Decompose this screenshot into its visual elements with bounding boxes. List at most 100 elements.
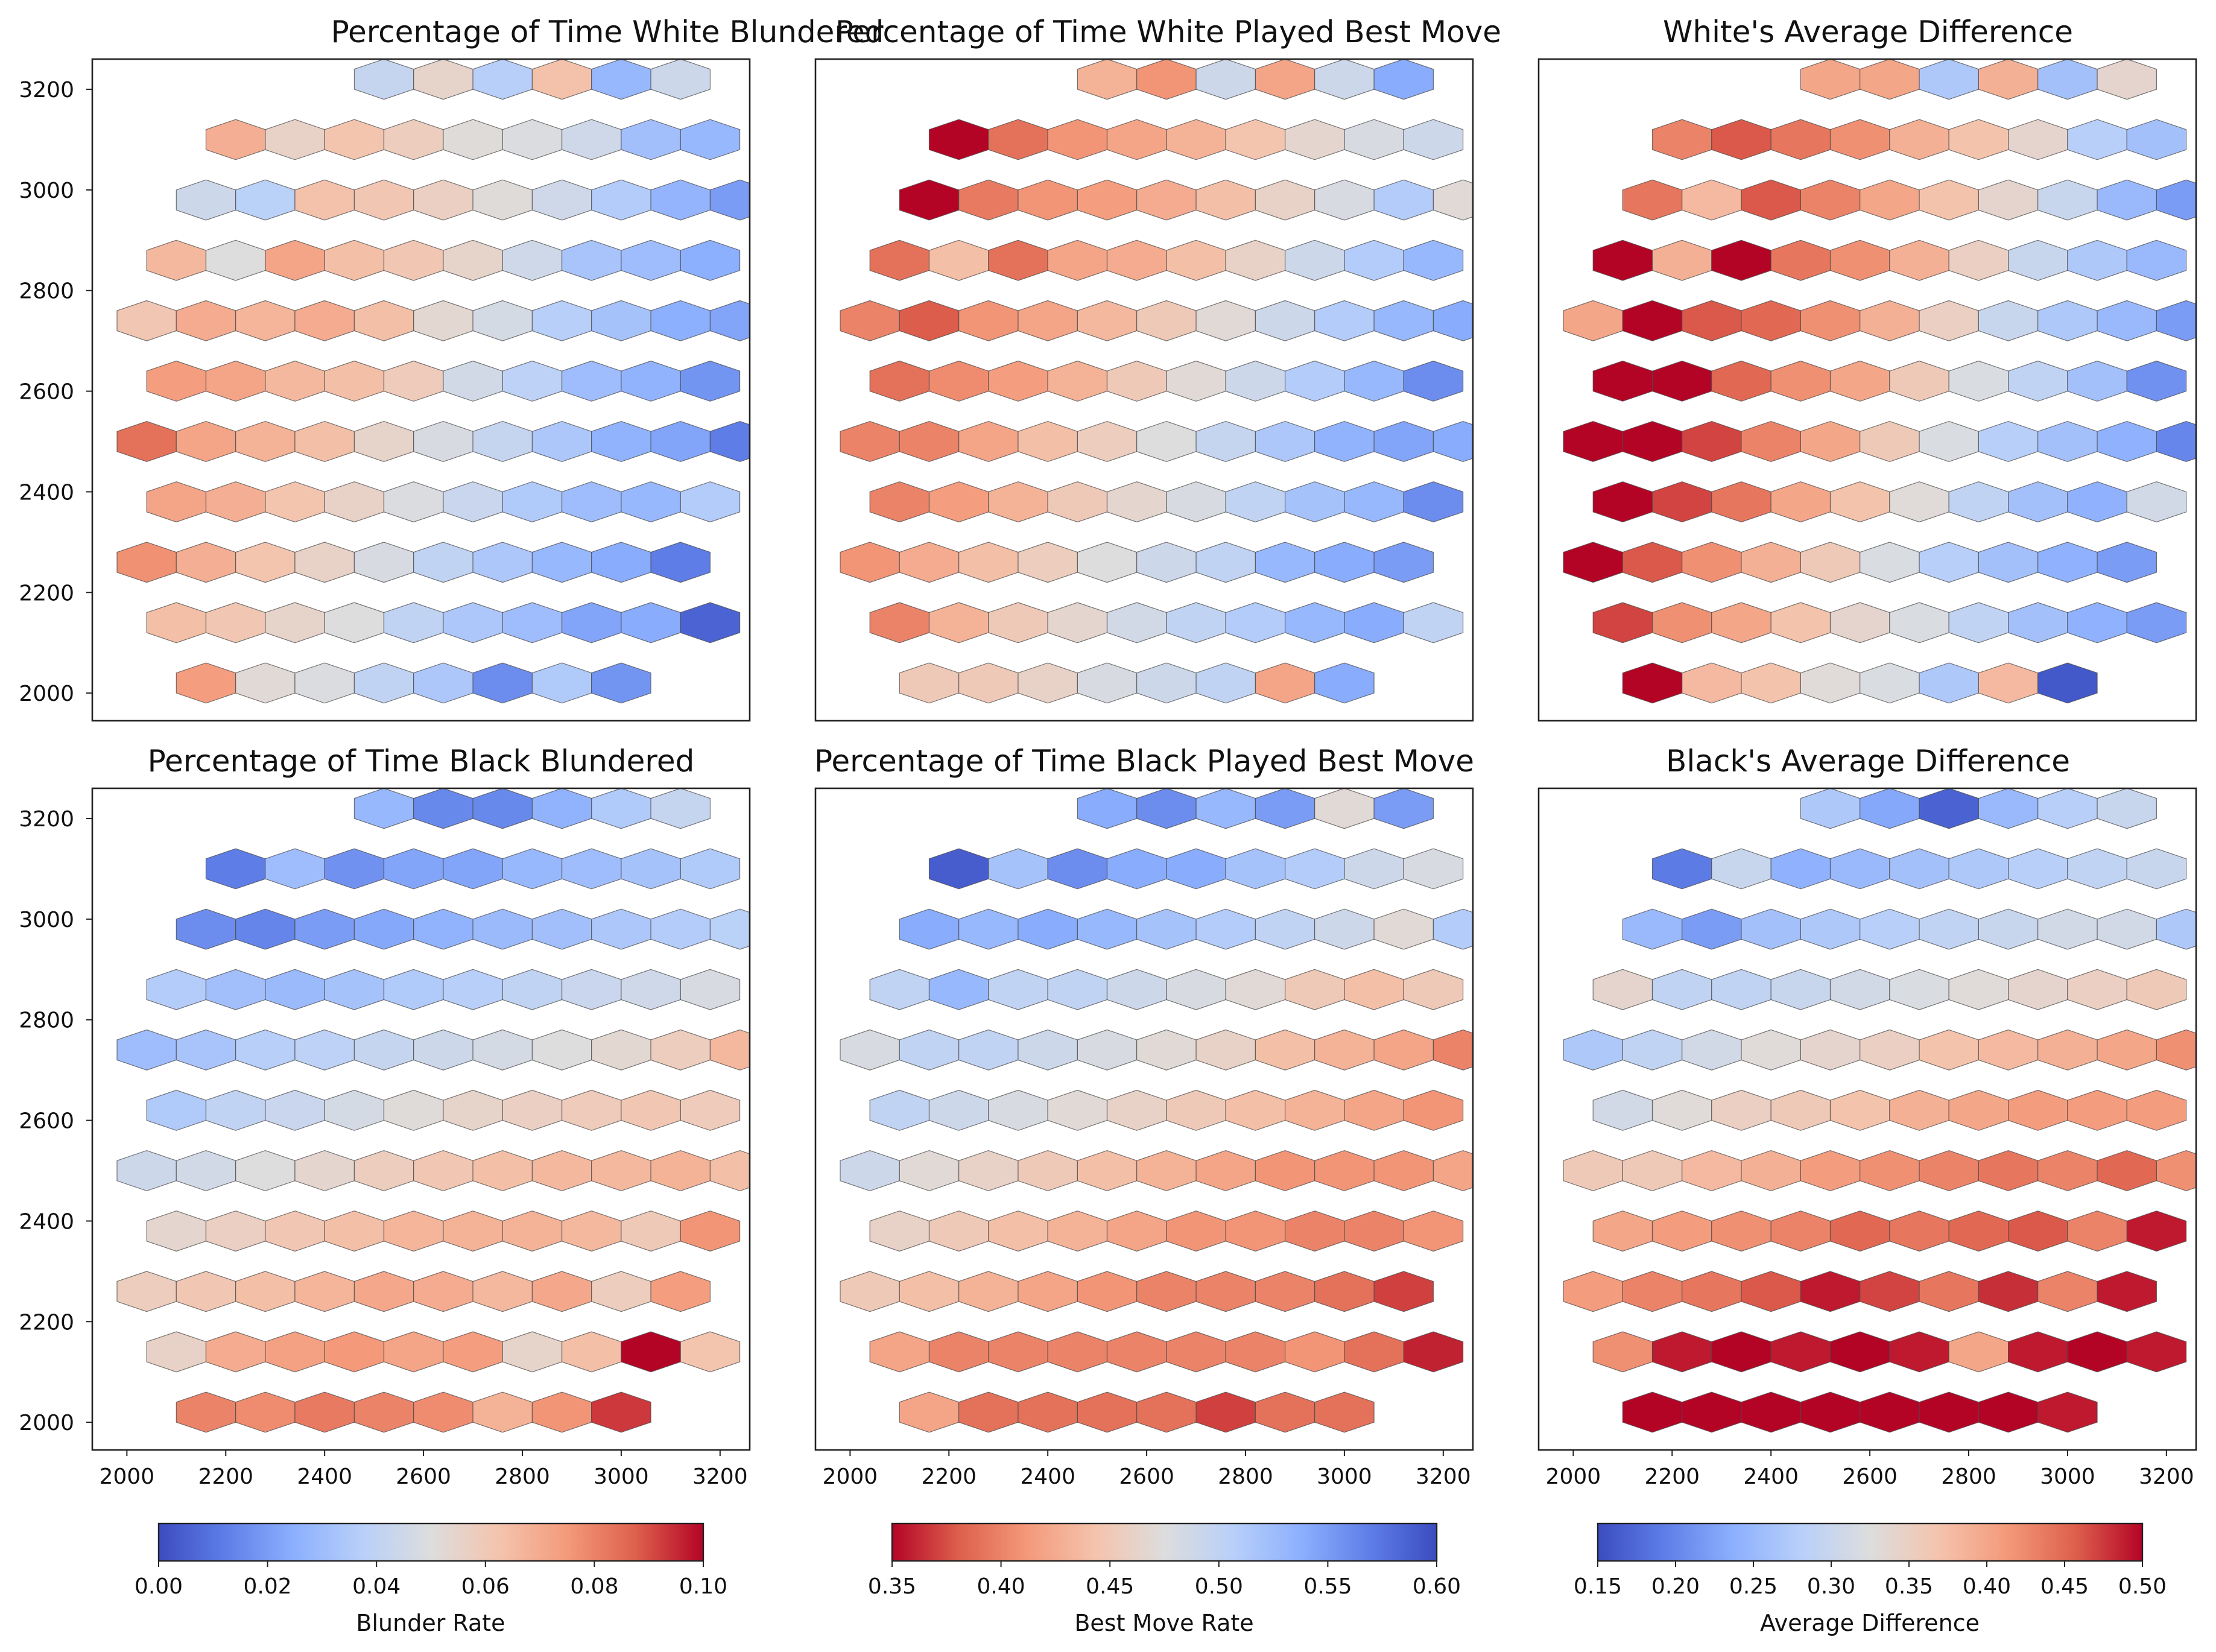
hex-cell: [988, 602, 1048, 644]
hex-cell: [1285, 239, 1345, 281]
hex-cell: [680, 602, 741, 644]
hex-cell: [1682, 420, 1742, 463]
x-tick-label: 2200: [198, 1464, 253, 1489]
hex-cell: [1403, 360, 1464, 402]
hex-cell: [205, 602, 266, 644]
colorbar-tick-label: 0.00: [135, 1574, 183, 1599]
hex-cell: [1948, 239, 2009, 281]
panel-title: Percentage of Time Black Blundered: [148, 744, 695, 779]
hex-cell: [869, 239, 930, 281]
hex-cell: [294, 1391, 355, 1433]
hex-cell: [176, 420, 236, 463]
hex-cell: [709, 300, 750, 341]
hex-cell: [1860, 908, 1920, 950]
hex-cell: [591, 542, 651, 583]
plot-frame: [91, 58, 751, 722]
hex-cell: [1563, 1271, 1623, 1312]
hex-cell: [2008, 119, 2068, 160]
hex-cell: [928, 969, 989, 1010]
colorbar-tick-label: 0.02: [244, 1574, 292, 1599]
hex-cell: [443, 119, 503, 160]
hex-cell: [709, 1029, 750, 1071]
hex-cell: [413, 908, 473, 950]
x-tick-label: 2600: [1842, 1464, 1898, 1489]
hex-cell: [650, 788, 711, 829]
hex-cell: [1166, 481, 1226, 523]
hex-cell: [928, 360, 989, 402]
hex-cell: [1047, 239, 1108, 281]
hex-cell: [1285, 119, 1345, 160]
hex-cell: [1285, 481, 1345, 523]
hex-cell: [1860, 420, 1920, 463]
hex-cell: [1978, 1271, 2039, 1312]
hex-cell: [1711, 1331, 1771, 1373]
hex-cell: [146, 602, 207, 644]
hex-cell: [1225, 1089, 1286, 1131]
hex-cell: [1592, 239, 1653, 281]
hex-cell: [1166, 848, 1226, 890]
hex-cell: [1622, 1391, 1683, 1433]
hex-cell: [1592, 481, 1653, 523]
colorbar-best-move-rate: 0.35 0.40 0.45 0.50 0.55 0.60 Best Move Rate: [868, 1522, 1461, 1636]
hex-cell: [1225, 481, 1286, 523]
panel-black-blunder: Percentage of Time Black Blundered 20002…: [19, 744, 751, 1489]
hex-cell: [1106, 239, 1167, 281]
hex-cell: [561, 1089, 622, 1131]
hex-cell: [1800, 908, 1861, 950]
hex-cell: [1432, 420, 1473, 463]
hex-cell: [840, 1029, 900, 1071]
hex-cell: [2067, 848, 2127, 890]
hex-cell: [928, 481, 989, 523]
y-tick-label: 2600: [19, 380, 74, 405]
hex-cell: [1741, 300, 1801, 341]
hex-cell: [472, 662, 533, 704]
hex-cell: [1711, 119, 1771, 160]
hex-cell: [1860, 662, 1920, 704]
hex-cell: [958, 542, 1019, 583]
hex-cell: [1800, 662, 1861, 704]
y-axis-ticks: 2000 2200 2400 2600 2800 3000 3200: [19, 78, 92, 706]
hex-cell: [1314, 179, 1375, 221]
hex-cell: [1770, 1089, 1831, 1131]
hex-cell: [324, 969, 385, 1010]
hex-cell: [958, 1271, 1019, 1312]
hex-cell: [472, 300, 533, 341]
hex-cell: [1195, 59, 1256, 100]
hex-cell: [1682, 179, 1742, 221]
hex-cell: [561, 1331, 622, 1373]
hex-cell: [1978, 1150, 2039, 1192]
hex-cell: [1592, 969, 1653, 1010]
hex-cell: [1077, 59, 1138, 100]
hex-cell: [1800, 1391, 1861, 1433]
hex-cell: [650, 908, 711, 950]
hex-cell: [1255, 179, 1315, 221]
x-tick-label: 2400: [1020, 1464, 1075, 1489]
x-tick-label: 3200: [1416, 1464, 1471, 1489]
hex-cell: [1195, 1029, 1256, 1071]
hex-cell: [1829, 602, 1890, 644]
hex-cell: [1225, 602, 1286, 644]
plot-frame: [814, 58, 1474, 722]
hex-cell: [1285, 1211, 1345, 1252]
hex-cell: [1077, 179, 1138, 221]
hex-cell: [1770, 1211, 1831, 1252]
colorbar-tick-label: 0.10: [679, 1574, 727, 1599]
hex-cell: [1077, 1391, 1138, 1433]
hex-cell: [146, 481, 207, 523]
hex-cell: [472, 1391, 533, 1433]
hex-layer: [1563, 59, 2196, 704]
hex-cell: [353, 662, 414, 704]
hex-cell: [265, 239, 325, 281]
hex-cell: [561, 969, 622, 1010]
hex-cell: [1195, 300, 1256, 341]
hex-cell: [1711, 481, 1771, 523]
hex-cell: [1978, 542, 2039, 583]
hex-cell: [1285, 360, 1345, 402]
hex-cell: [176, 300, 236, 341]
x-tick-label: 3000: [2040, 1464, 2095, 1489]
hex-cell: [1255, 1029, 1315, 1071]
hex-cell: [1919, 179, 1979, 221]
hex-cell: [709, 1150, 750, 1192]
hex-cell: [2097, 1271, 2157, 1312]
hex-cell: [650, 179, 711, 221]
